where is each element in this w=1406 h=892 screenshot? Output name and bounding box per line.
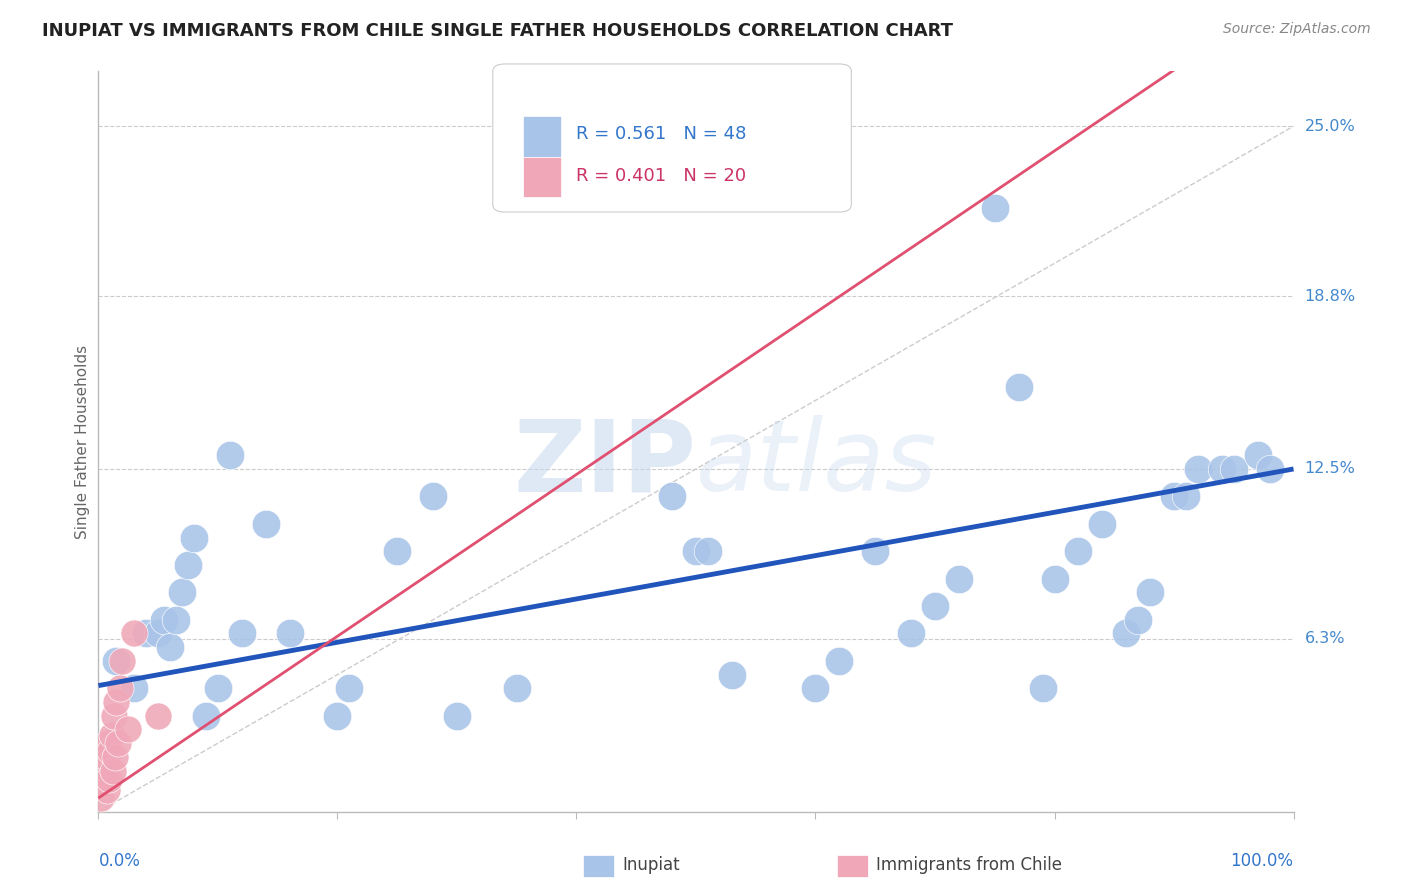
Point — [98, 772, 121, 786]
Point — [446, 708, 468, 723]
Point — [685, 544, 707, 558]
Text: 6.3%: 6.3% — [1305, 632, 1346, 647]
Point — [1043, 572, 1066, 586]
Point — [93, 756, 115, 770]
Y-axis label: Single Father Households: Single Father Households — [75, 344, 90, 539]
Point — [900, 626, 922, 640]
Point — [104, 750, 127, 764]
Point — [107, 736, 129, 750]
Point — [153, 613, 176, 627]
Point — [1008, 380, 1031, 394]
Point — [1223, 462, 1246, 476]
Point — [326, 708, 349, 723]
Point — [661, 489, 683, 503]
Point — [1067, 544, 1090, 558]
Point — [103, 708, 125, 723]
Point — [111, 654, 134, 668]
Point — [195, 708, 218, 723]
Point — [98, 744, 122, 758]
Point — [148, 626, 170, 640]
Point — [100, 728, 122, 742]
FancyBboxPatch shape — [523, 116, 561, 156]
Text: atlas: atlas — [696, 416, 938, 512]
Text: Immigrants from Chile: Immigrants from Chile — [876, 856, 1062, 874]
Text: Source: ZipAtlas.com: Source: ZipAtlas.com — [1223, 22, 1371, 37]
Point — [172, 585, 194, 599]
Point — [124, 681, 146, 696]
Point — [339, 681, 361, 696]
Point — [865, 544, 887, 558]
FancyBboxPatch shape — [494, 64, 852, 212]
Point — [924, 599, 946, 613]
Point — [124, 626, 146, 640]
Point — [254, 516, 277, 531]
Point — [984, 202, 1007, 216]
Point — [1091, 516, 1114, 531]
Point — [506, 681, 529, 696]
Point — [1258, 462, 1281, 476]
Point — [1187, 462, 1209, 476]
Text: 12.5%: 12.5% — [1305, 461, 1355, 476]
Point — [1032, 681, 1054, 696]
Text: INUPIAT VS IMMIGRANTS FROM CHILE SINGLE FATHER HOUSEHOLDS CORRELATION CHART: INUPIAT VS IMMIGRANTS FROM CHILE SINGLE … — [42, 22, 953, 40]
Point — [108, 681, 131, 696]
Point — [165, 613, 187, 627]
Point — [1163, 489, 1185, 503]
Point — [1139, 585, 1161, 599]
Point — [804, 681, 827, 696]
Point — [105, 695, 128, 709]
Point — [697, 544, 720, 558]
Text: Inupiat: Inupiat — [623, 856, 681, 874]
Text: 18.8%: 18.8% — [1305, 289, 1355, 303]
Point — [97, 736, 120, 750]
Point — [148, 708, 170, 723]
Point — [948, 572, 970, 586]
Point — [96, 782, 118, 797]
Point — [1128, 613, 1150, 627]
Point — [117, 723, 139, 737]
Point — [135, 626, 157, 640]
Point — [91, 764, 114, 778]
Point — [183, 531, 205, 545]
Point — [385, 544, 409, 558]
Point — [1247, 448, 1270, 462]
FancyBboxPatch shape — [523, 156, 561, 197]
Point — [721, 667, 744, 681]
Point — [91, 777, 114, 791]
Text: R = 0.401   N = 20: R = 0.401 N = 20 — [576, 168, 747, 186]
Point — [219, 448, 242, 462]
Text: 0.0%: 0.0% — [98, 853, 141, 871]
Point — [159, 640, 181, 655]
Point — [1175, 489, 1198, 503]
Point — [177, 558, 200, 572]
Text: 100.0%: 100.0% — [1230, 853, 1294, 871]
Point — [1115, 626, 1137, 640]
Point — [94, 750, 117, 764]
Point — [207, 681, 229, 696]
Text: R = 0.561   N = 48: R = 0.561 N = 48 — [576, 125, 747, 144]
Point — [422, 489, 444, 503]
Text: ZIP: ZIP — [513, 416, 696, 512]
Point — [1211, 462, 1233, 476]
Point — [90, 791, 112, 805]
Point — [105, 654, 128, 668]
Point — [278, 626, 301, 640]
Text: 25.0%: 25.0% — [1305, 119, 1355, 134]
Point — [101, 764, 124, 778]
Point — [828, 654, 851, 668]
Point — [231, 626, 253, 640]
